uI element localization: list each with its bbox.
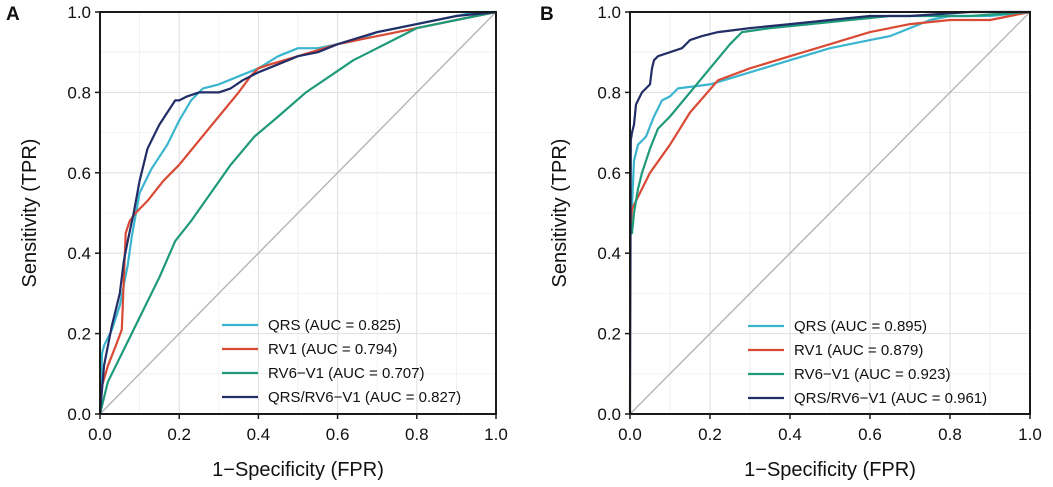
y-axis-title: Sensitivity (TPR) bbox=[549, 139, 571, 288]
legend-label-series-2: RV1 (AUC = 0.794) bbox=[268, 341, 397, 358]
legend-label-series-3: RV6−V1 (AUC = 0.707) bbox=[268, 365, 424, 382]
legend-label-series-1: QRS (AUC = 0.825) bbox=[268, 317, 401, 334]
y-tick-label: 0.2 bbox=[597, 325, 621, 344]
reference-diagonal-line bbox=[99, 11, 497, 415]
plot-frame bbox=[629, 11, 1031, 415]
roc-curve-series-2 bbox=[98, 10, 497, 415]
y-tick-label: 0.6 bbox=[67, 164, 91, 183]
y-tick-label: 1.0 bbox=[67, 3, 91, 22]
y-axis-title: Sensitivity (TPR) bbox=[19, 139, 41, 288]
x-tick-label: 0.6 bbox=[858, 425, 882, 444]
legend-label-series-2: RV1 (AUC = 0.879) bbox=[794, 342, 923, 359]
x-tick-label: 0.0 bbox=[88, 425, 112, 444]
legend-label-series-3: RV6−V1 (AUC = 0.923) bbox=[794, 366, 950, 383]
y-tick-label: 0.0 bbox=[597, 405, 621, 424]
x-tick-label: 0.0 bbox=[618, 425, 642, 444]
legend-label-series-1: QRS (AUC = 0.895) bbox=[794, 318, 927, 335]
y-tick-label: 0.2 bbox=[67, 325, 91, 344]
chart-panel-a: 0.0 0.2 0.4 0.6 0.8 1.0 0.0 0.2 0.4 0.6 0.8 1.0 1−Sp… bbox=[6, 3, 508, 481]
legend: QRS (AUC = 0.825) RV1 (AUC = 0.794) RV6−V1… bbox=[222, 317, 461, 406]
y-tick-label: 0.8 bbox=[67, 83, 91, 102]
roc-curve-series-3 bbox=[98, 10, 497, 415]
y-tick-label: 0.4 bbox=[67, 244, 91, 263]
x-tick-label: 0.2 bbox=[167, 425, 191, 444]
y-tick-label: 1.0 bbox=[597, 3, 621, 22]
x-tick-label: 1.0 bbox=[1018, 425, 1042, 444]
reference-diagonal-line bbox=[629, 11, 1031, 415]
legend-label-series-4: QRS/RV6−V1 (AUC = 0.827) bbox=[268, 389, 461, 406]
plot-frame bbox=[99, 11, 497, 415]
roc-curve-series-2 bbox=[628, 10, 1031, 234]
x-tick-label: 1.0 bbox=[484, 425, 508, 444]
y-tick-label: 0.0 bbox=[67, 405, 91, 424]
x-tick-label: 0.2 bbox=[698, 425, 722, 444]
roc-curve-series-4 bbox=[98, 10, 497, 415]
x-axis-title: 1−Specificity (FPR) bbox=[744, 459, 916, 481]
x-tick-label: 0.8 bbox=[405, 425, 429, 444]
x-tick-label: 0.8 bbox=[938, 425, 962, 444]
panel-label: B bbox=[540, 4, 554, 25]
chart-panel-b: 0.0 0.2 0.4 0.6 0.8 1.0 0.0 0.2 0.4 0.6 0.8 1.0 1−Sp… bbox=[540, 3, 1042, 481]
y-tick-label: 0.6 bbox=[597, 164, 621, 183]
roc-curve-series-4 bbox=[628, 10, 1030, 415]
x-tick-label: 0.4 bbox=[778, 425, 802, 444]
x-axis-title: 1−Specificity (FPR) bbox=[212, 459, 384, 481]
y-tick-label: 0.8 bbox=[597, 83, 621, 102]
panel-label: A bbox=[6, 4, 20, 25]
x-tick-label: 0.4 bbox=[247, 425, 271, 444]
y-tick-label: 0.4 bbox=[597, 244, 621, 263]
x-tick-label: 0.6 bbox=[326, 425, 350, 444]
legend: QRS (AUC = 0.895) RV1 (AUC = 0.879) RV6−V1… bbox=[748, 318, 987, 407]
legend-label-series-4: QRS/RV6−V1 (AUC = 0.961) bbox=[794, 390, 987, 407]
